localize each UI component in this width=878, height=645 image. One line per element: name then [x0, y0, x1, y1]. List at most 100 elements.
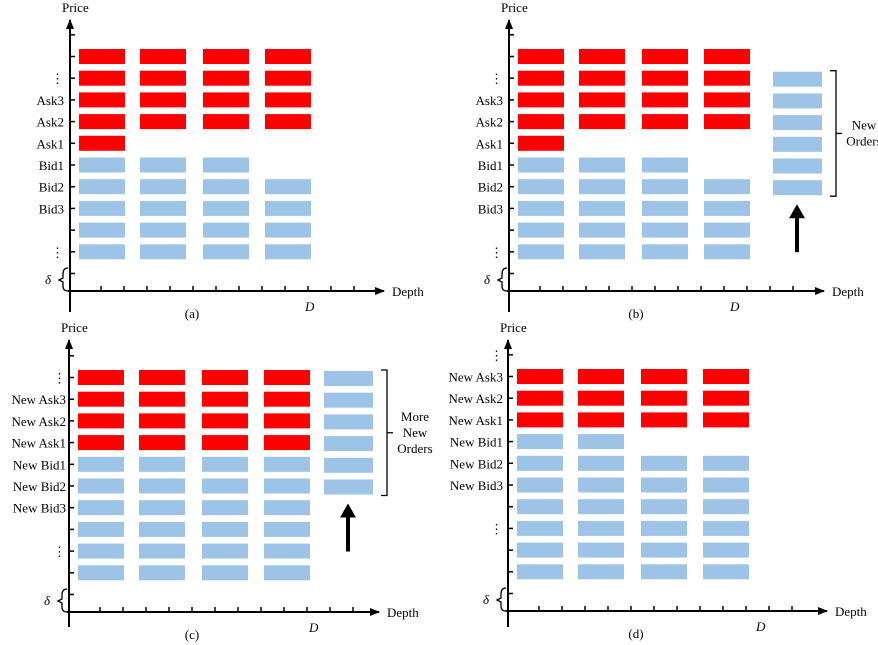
ask-order-bar	[517, 390, 563, 406]
ask-order-bar	[203, 49, 249, 64]
delta-brace	[496, 267, 508, 292]
bid-order-bar	[265, 244, 311, 260]
bid-order-bar	[703, 520, 749, 536]
price-label: ⋮	[490, 245, 503, 260]
bid-order-bar	[703, 477, 749, 493]
bid-order-bar	[139, 456, 185, 472]
new-order-bar	[773, 180, 822, 196]
bid-order-bar	[641, 499, 687, 515]
ask-order-bar	[265, 49, 311, 64]
price-label: ⋮	[490, 348, 503, 363]
bid-order-bar	[517, 564, 563, 580]
price-label: ⋮	[51, 245, 64, 260]
bid-order-bar	[264, 565, 310, 581]
bid-order-bar	[579, 222, 625, 238]
bid-order-bar	[518, 179, 564, 195]
bid-order-bar	[642, 222, 688, 238]
bid-order-bar	[264, 543, 310, 559]
price-label: ⋮	[53, 544, 66, 559]
bid-order-bar	[264, 478, 310, 494]
bid-order-bar	[265, 222, 311, 238]
bid-order-bar	[202, 565, 248, 581]
price-label: Ask1	[476, 136, 503, 151]
price-label: ⋮	[53, 371, 66, 386]
ask-order-bar	[518, 49, 564, 64]
delta-label: δ	[483, 592, 490, 607]
delta-brace	[495, 587, 507, 612]
new-orders-label: More	[401, 409, 429, 424]
depth-d-label: D	[729, 299, 740, 314]
depth-d-label: D	[304, 299, 315, 314]
bid-order-bar	[202, 521, 248, 537]
y-axis-label: Price	[61, 320, 88, 335]
ask-order-bar	[704, 114, 750, 130]
new-orders-label: New	[852, 117, 877, 132]
y-axis-label: Price	[500, 320, 527, 335]
bid-order-bar	[517, 434, 563, 450]
bid-order-bar	[79, 179, 125, 195]
x-axis-label: Depth	[832, 284, 864, 299]
ask-order-bar	[703, 412, 749, 428]
ask-order-bar	[78, 370, 124, 385]
ask-order-bar	[518, 70, 564, 86]
bid-order-bar	[704, 179, 750, 195]
price-label: Ask2	[476, 115, 503, 130]
bid-order-bar	[703, 542, 749, 558]
ask-order-bar	[79, 49, 125, 64]
bid-order-bar	[78, 565, 124, 581]
bid-order-bar	[79, 222, 125, 238]
bid-order-bar	[203, 179, 249, 195]
bid-order-bar	[517, 477, 563, 493]
bid-order-bar	[79, 200, 125, 216]
panel-caption: (d)	[628, 626, 643, 641]
up-arrow-head-icon	[340, 503, 356, 518]
delta-label: δ	[45, 272, 52, 287]
price-label: Bid2	[39, 180, 64, 195]
ask-order-bar	[202, 391, 248, 407]
new-order-bar	[324, 392, 373, 408]
bid-order-bar	[704, 222, 750, 238]
price-label: Bid3	[39, 201, 64, 216]
bid-order-bar	[265, 200, 311, 216]
delta-label: δ	[484, 272, 491, 287]
new-orders-label: Orders	[846, 133, 878, 148]
ask-order-bar	[79, 70, 125, 86]
new-orders-bracket	[830, 70, 842, 197]
ask-order-bar	[203, 92, 249, 108]
y-axis-label: Price	[62, 0, 89, 15]
ask-order-bar	[79, 135, 125, 151]
bid-order-bar	[579, 179, 625, 195]
bid-order-bar	[641, 520, 687, 536]
panel-caption: (b)	[628, 306, 643, 321]
bid-order-bar	[202, 456, 248, 472]
ask-order-bar	[79, 114, 125, 130]
ask-order-bar	[140, 114, 186, 130]
ask-order-bar	[202, 370, 248, 385]
bid-order-bar	[79, 157, 125, 173]
price-label: New Ask1	[11, 436, 66, 451]
price-label: Ask1	[37, 136, 64, 151]
ask-order-bar	[78, 435, 124, 451]
bid-order-bar	[203, 244, 249, 260]
x-axis-label: Depth	[835, 604, 867, 619]
ask-order-bar	[139, 435, 185, 451]
ask-order-bar	[518, 135, 564, 151]
ask-order-bar	[79, 92, 125, 108]
new-order-bar	[773, 71, 822, 87]
ask-order-bar	[139, 370, 185, 385]
bid-order-bar	[642, 244, 688, 260]
ask-order-bar	[642, 92, 688, 108]
delta-label: δ	[44, 593, 51, 608]
bid-order-bar	[202, 543, 248, 559]
ask-order-bar	[78, 391, 124, 407]
ask-order-bar	[517, 369, 563, 384]
ask-order-bar	[264, 370, 310, 385]
bid-order-bar	[578, 499, 624, 515]
bid-order-bar	[140, 179, 186, 195]
price-label: New Ask3	[448, 370, 503, 385]
price-label: New Ask2	[448, 391, 503, 406]
panel-c: Price Depth Dδ (c) ⋮ New Ask3 New Ask2 New Ask1…	[11, 320, 432, 642]
panel-caption: (c)	[185, 627, 199, 642]
ask-order-bar	[518, 114, 564, 130]
new-orders-label: New	[403, 425, 428, 440]
